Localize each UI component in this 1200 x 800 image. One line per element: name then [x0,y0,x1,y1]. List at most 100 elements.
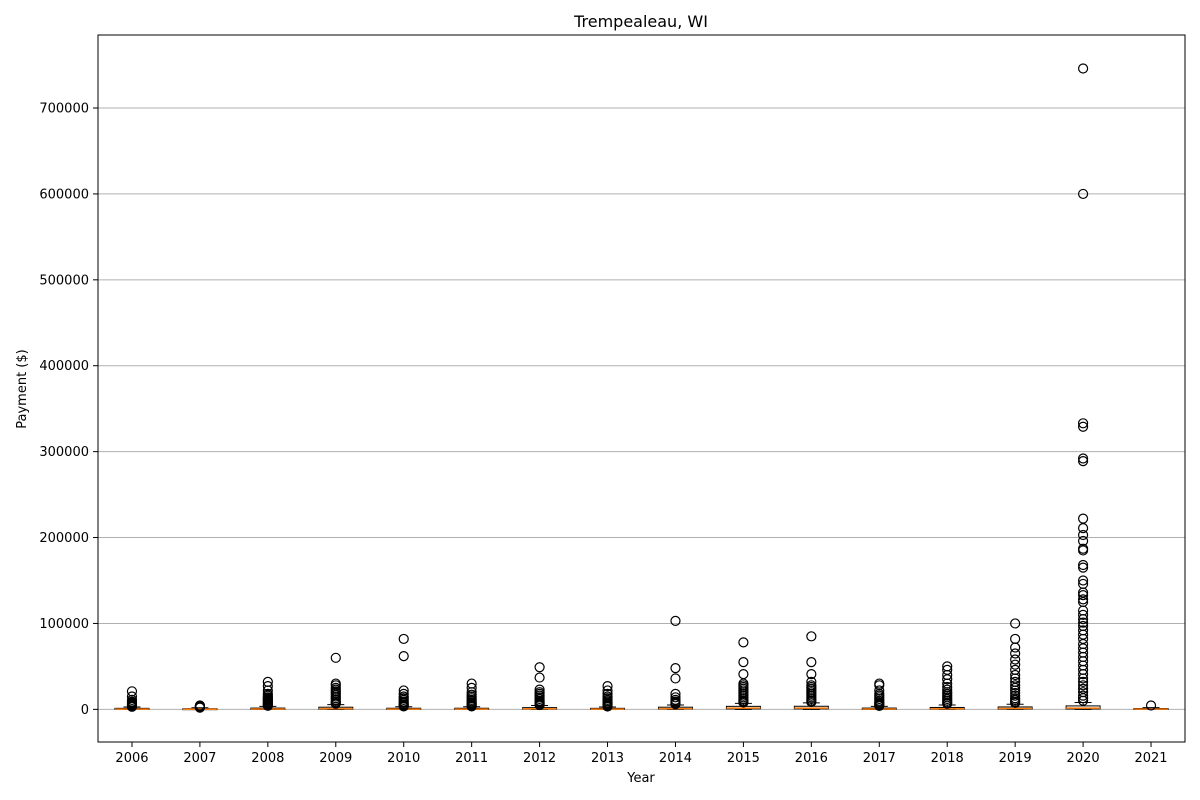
outlier-point [670,615,681,626]
outlier-point [1077,529,1089,541]
outlier-point [1077,63,1089,74]
outlier-point [1077,695,1089,706]
outlier-point [806,696,817,708]
x-tick-label: 2017 [863,751,896,766]
box-2014 [657,615,693,710]
outlier-point [1077,594,1089,605]
outlier-point [1077,455,1089,467]
box-2010 [386,633,422,712]
outlier-point [1010,659,1021,670]
outlier-point [1077,418,1089,429]
y-tick-label: 0 [81,703,89,718]
outlier-point [1077,617,1089,628]
box-2020 [1065,63,1101,710]
outlier-point [1077,559,1089,571]
y-tick-label: 100000 [39,617,89,632]
outlier-point [1077,690,1089,701]
outlier-point [1077,575,1089,586]
y-tick-label: 200000 [39,531,89,546]
outlier-point [602,681,613,692]
outlier-point [738,669,749,680]
outlier-point [806,657,817,668]
y-tick-label: 400000 [39,359,89,374]
outlier-point [670,692,681,703]
outlier-point [1077,680,1089,691]
outlier-point [942,674,953,685]
outlier-point [1077,188,1089,200]
outlier-point [1077,513,1089,524]
outlier-point [738,697,749,708]
outlier-point [1010,633,1021,645]
outlier-point [738,637,749,648]
outlier-point [398,650,409,662]
outlier-point [806,669,817,680]
x-tick-label: 2012 [523,751,556,766]
outlier-point [1077,453,1089,464]
outlier-point [194,702,206,713]
outlier-point [1010,682,1021,693]
outlier-point [534,662,545,673]
x-tick-label: 2013 [591,751,624,766]
box-2019 [997,618,1033,710]
x-tick-label: 2015 [727,751,760,766]
outlier-point [602,701,613,712]
x-tick-label: 2020 [1067,751,1100,766]
y-axis-title: Payment ($) [15,349,30,428]
y-tick-label: 600000 [39,187,89,202]
outlier-point [1077,522,1089,534]
outlier-point [1010,642,1021,653]
x-tick-label: 2010 [387,751,420,766]
outlier-point [398,633,409,645]
outlier-point [466,701,477,712]
x-tick-label: 2016 [795,751,828,766]
box-2009 [318,652,354,710]
y-tick-label: 500000 [39,273,89,288]
x-tick-label: 2019 [999,751,1032,766]
x-axis-ticks: 2006 2007 2008 2009 2010 2011 2012 2013 2014 2015… [115,742,1168,766]
box-2016 [793,631,829,710]
outlier-point [1010,669,1021,681]
x-tick-label: 2018 [931,751,964,766]
outlier-point [1077,590,1089,601]
outlier-point [1010,648,1021,659]
plot-area-frame [97,34,1186,743]
outlier-point [1010,664,1021,675]
chart-title: Trempealeau, WI [573,12,708,31]
x-tick-label: 2021 [1134,751,1167,766]
x-tick-label: 2014 [659,751,692,766]
box-2006 [114,686,150,712]
outlier-point [738,657,749,668]
x-tick-label: 2009 [319,751,352,766]
outlier-point [1077,609,1089,620]
outlier-point [1145,700,1157,711]
box-2012 [522,662,558,711]
outlier-point [1077,669,1089,680]
box-2011 [454,678,490,712]
outlier-point [1077,676,1089,687]
outlier-point [670,673,681,684]
outlier-point [1010,697,1021,709]
outlier-point [1077,545,1089,556]
x-tick-label: 2006 [115,751,148,766]
x-tick-label: 2008 [251,751,284,766]
outlier-point [1010,654,1021,665]
grid-layer [98,107,1185,710]
outlier-point [126,686,138,697]
outlier-point [262,700,273,711]
outlier-point [398,701,409,712]
outlier-point [1077,614,1089,625]
outlier-point [670,663,681,674]
outlier-point [534,699,545,711]
outlier-point [806,631,817,642]
outlier-point [1077,562,1089,573]
outlier-point [126,701,138,712]
boxes-layer [114,63,1169,713]
outlier-point [534,672,545,683]
y-tick-label: 700000 [39,102,89,117]
outlier-point [670,699,681,710]
box-2021 [1133,700,1169,711]
box-2015 [725,637,761,710]
box-2013 [590,681,626,712]
outlier-point [1010,618,1021,629]
outlier-point [1077,421,1089,432]
